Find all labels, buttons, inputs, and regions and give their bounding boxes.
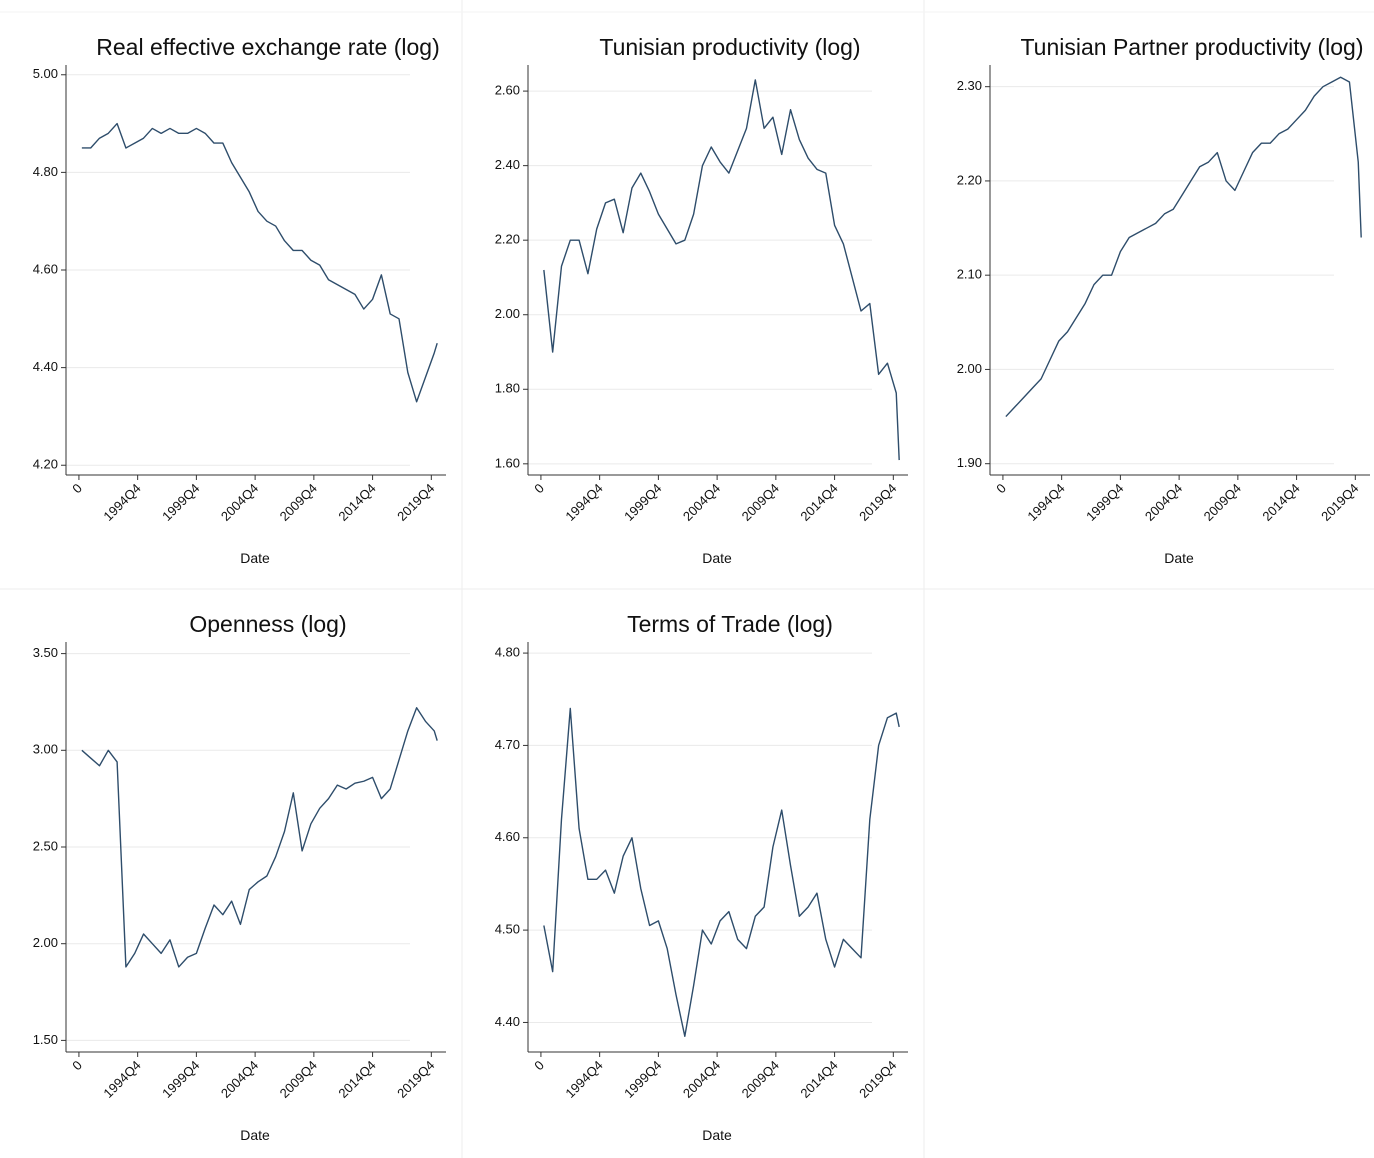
y-tick-label: 4.40 bbox=[33, 359, 58, 374]
y-tick-label: 4.20 bbox=[33, 457, 58, 472]
y-tick-label: 1.90 bbox=[957, 455, 982, 470]
x-tick-label: 2004Q4 bbox=[218, 481, 261, 524]
data-line bbox=[1005, 76, 1362, 418]
x-tick-label: 2014Q4 bbox=[797, 1058, 840, 1101]
y-tick-label: 2.60 bbox=[495, 83, 520, 98]
x-tick-label: 2009Q4 bbox=[739, 1058, 782, 1101]
y-tick-label: 2.00 bbox=[495, 306, 520, 321]
y-tick-label: 2.10 bbox=[957, 267, 982, 282]
data-line bbox=[543, 707, 900, 1037]
y-tick-label: 4.60 bbox=[495, 829, 520, 844]
x-tick-label: 1999Q4 bbox=[1083, 481, 1126, 524]
x-tick-label: 2014Q4 bbox=[335, 1058, 378, 1101]
y-tick-label: 4.70 bbox=[495, 737, 520, 752]
x-tick-label: 2009Q4 bbox=[277, 1058, 320, 1101]
x-tick-label: 2014Q4 bbox=[1259, 481, 1302, 524]
y-tick-label: 1.80 bbox=[495, 381, 520, 396]
x-axis-label: Date bbox=[1164, 550, 1194, 566]
y-tick-label: 1.60 bbox=[495, 455, 520, 470]
x-tick-label: 1999Q4 bbox=[621, 1058, 664, 1101]
x-tick-label: 0 bbox=[69, 481, 85, 497]
y-tick-label: 2.00 bbox=[957, 361, 982, 376]
x-tick-label: 2009Q4 bbox=[1201, 481, 1244, 524]
x-tick-label: 0 bbox=[531, 481, 547, 497]
x-tick-label: 1999Q4 bbox=[159, 481, 202, 524]
x-tick-label: 2009Q4 bbox=[277, 481, 320, 524]
data-line bbox=[81, 707, 438, 968]
x-tick-label: 2019Q4 bbox=[856, 481, 899, 524]
x-tick-label: 2004Q4 bbox=[218, 1058, 261, 1101]
x-tick-label: 1994Q4 bbox=[100, 1058, 143, 1101]
chart-title: Real effective exchange rate (log) bbox=[96, 34, 440, 60]
x-tick-label: 1994Q4 bbox=[562, 1058, 605, 1101]
data-line bbox=[81, 122, 438, 403]
x-tick-label: 2004Q4 bbox=[680, 481, 723, 524]
data-line bbox=[543, 79, 900, 461]
x-axis-label: Date bbox=[702, 550, 732, 566]
y-tick-label: 4.80 bbox=[495, 645, 520, 660]
x-tick-label: 2014Q4 bbox=[797, 481, 840, 524]
y-tick-label: 2.00 bbox=[33, 935, 58, 950]
x-tick-label: 2019Q4 bbox=[394, 1058, 437, 1101]
x-tick-label: 2009Q4 bbox=[739, 481, 782, 524]
x-axis-label: Date bbox=[240, 1127, 270, 1143]
chart-title: Tunisian Partner productivity (log) bbox=[1020, 34, 1363, 60]
y-tick-label: 3.50 bbox=[33, 645, 58, 660]
x-tick-label: 2019Q4 bbox=[394, 481, 437, 524]
x-tick-label: 1994Q4 bbox=[1024, 481, 1067, 524]
x-axis-label: Date bbox=[702, 1127, 732, 1143]
y-tick-label: 3.00 bbox=[33, 742, 58, 757]
x-tick-label: 1999Q4 bbox=[621, 481, 664, 524]
x-tick-label: 1999Q4 bbox=[159, 1058, 202, 1101]
x-tick-label: 2019Q4 bbox=[1318, 481, 1361, 524]
y-tick-label: 2.50 bbox=[33, 838, 58, 853]
x-tick-label: 1994Q4 bbox=[562, 481, 605, 524]
y-tick-label: 2.40 bbox=[495, 157, 520, 172]
chart-title: Tunisian productivity (log) bbox=[599, 34, 860, 60]
x-tick-label: 2004Q4 bbox=[680, 1058, 723, 1101]
x-tick-label: 1994Q4 bbox=[100, 481, 143, 524]
x-tick-label: 0 bbox=[993, 481, 1009, 497]
y-tick-label: 4.80 bbox=[33, 164, 58, 179]
y-tick-label: 4.40 bbox=[495, 1014, 520, 1029]
x-tick-label: 2004Q4 bbox=[1142, 481, 1185, 524]
x-tick-label: 0 bbox=[531, 1058, 547, 1074]
x-tick-label: 0 bbox=[69, 1058, 85, 1074]
x-tick-label: 2019Q4 bbox=[856, 1058, 899, 1101]
chart-title: Terms of Trade (log) bbox=[627, 611, 833, 637]
y-tick-label: 2.20 bbox=[957, 172, 982, 187]
y-tick-label: 4.60 bbox=[33, 261, 58, 276]
x-axis-label: Date bbox=[240, 550, 270, 566]
chart-title: Openness (log) bbox=[189, 611, 346, 637]
y-tick-label: 2.20 bbox=[495, 232, 520, 247]
y-tick-label: 2.30 bbox=[957, 78, 982, 93]
y-tick-label: 1.50 bbox=[33, 1032, 58, 1047]
y-tick-label: 5.00 bbox=[33, 66, 58, 81]
x-tick-label: 2014Q4 bbox=[335, 481, 378, 524]
y-tick-label: 4.50 bbox=[495, 922, 520, 937]
